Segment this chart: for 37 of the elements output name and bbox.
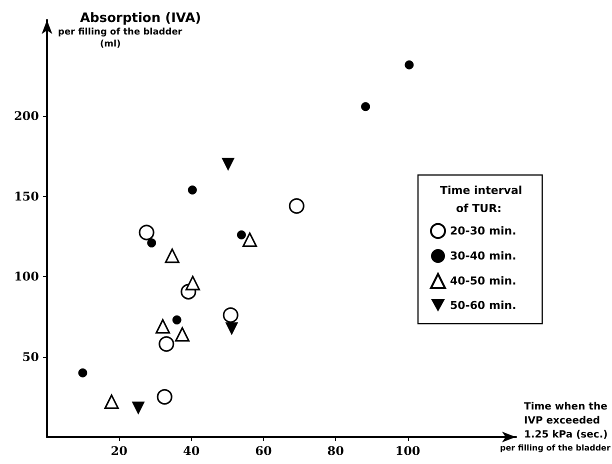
point <box>132 402 145 415</box>
x-tick-label: 100 <box>395 444 420 458</box>
x-tick-label: 40 <box>182 444 200 458</box>
y-tick-label: 50 <box>22 350 39 364</box>
point <box>404 60 414 70</box>
point <box>236 230 246 240</box>
legend-title: Time interval of TUR: <box>440 184 522 215</box>
x-tick-label: 20 <box>110 444 128 458</box>
x-tick-label: 60 <box>255 444 272 458</box>
legend-label: 40-50 min. <box>450 274 516 288</box>
legend-label: 50-60 min. <box>450 298 516 312</box>
y-axis-title: Absorption (IVA) per filling of the bladder (ml) <box>58 11 202 50</box>
point <box>138 224 154 240</box>
point <box>156 389 172 405</box>
point <box>164 248 180 264</box>
point <box>172 315 182 324</box>
point <box>174 327 190 342</box>
legend-label: 20-30 min. <box>450 224 516 238</box>
point <box>288 198 304 214</box>
x-axis-title: Time when the IVP exceeded 1.25 kPa (sec.) per filling of the bladder <box>500 402 610 452</box>
y-tick-label: 100 <box>14 270 39 284</box>
legend-label: 30-40 min. <box>450 250 516 262</box>
point <box>156 319 170 334</box>
point <box>225 322 238 336</box>
point <box>222 307 238 323</box>
point <box>158 336 174 352</box>
point <box>78 368 88 378</box>
point <box>222 158 235 171</box>
point <box>188 186 197 195</box>
y-tick-label: 150 <box>14 189 39 204</box>
point <box>185 276 200 290</box>
point <box>361 102 370 112</box>
point <box>147 238 156 248</box>
point <box>104 394 119 410</box>
x-tick-label: 80 <box>327 444 344 458</box>
point <box>242 232 258 248</box>
y-tick-label: 200 <box>14 109 39 124</box>
